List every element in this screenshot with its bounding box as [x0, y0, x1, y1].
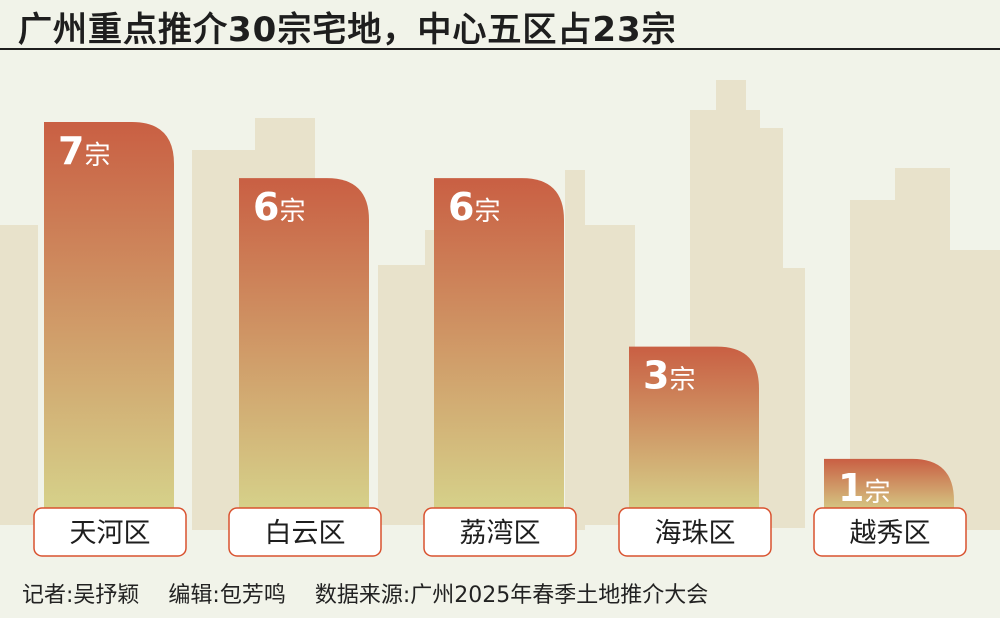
skyline-building	[716, 80, 746, 120]
bar-越秀区	[824, 458, 954, 515]
data-source: 数据来源:广州2025年春季土地推介大会	[314, 583, 709, 608]
category-labels-group: 天河区 白云区 荔湾区 海珠区 越秀区	[33, 507, 967, 557]
category-label-box	[228, 507, 382, 557]
category-label: 越秀区	[850, 518, 931, 549]
reporter-credit: 记者:吴抒颖	[22, 583, 140, 608]
chart-title: 广州重点推介30宗宅地，中心五区占23宗	[18, 10, 677, 50]
editor-credit: 编辑:包芳鸣	[168, 583, 286, 608]
category-label: 荔湾区	[460, 518, 541, 549]
value-label: 1宗	[838, 466, 890, 510]
value-label: 6宗	[253, 185, 305, 229]
bars-group	[44, 122, 954, 515]
bar-天河区	[44, 122, 174, 515]
skyline-building	[780, 268, 805, 528]
category-label-box	[423, 507, 577, 557]
bar-荔湾区	[434, 178, 564, 515]
skyline-building	[378, 265, 430, 525]
category-label-box	[33, 507, 187, 557]
value-labels-group: 7宗 6宗 6宗 3宗 1宗	[58, 129, 890, 510]
value-label: 3宗	[643, 354, 695, 398]
bar-白云区	[239, 178, 369, 515]
category-label: 白云区	[265, 518, 346, 549]
value-label: 7宗	[58, 129, 110, 173]
title-underline	[0, 48, 1000, 50]
value-label: 6宗	[448, 185, 500, 229]
bar-海珠区	[629, 346, 759, 515]
category-label-box	[618, 507, 772, 557]
skyline-building	[0, 225, 38, 525]
skyline-building	[575, 225, 635, 525]
category-label: 海珠区	[655, 518, 736, 549]
credits-footer: 记者:吴抒颖 编辑:包芳鸣 数据来源:广州2025年春季土地推介大会	[22, 577, 730, 609]
category-label: 天河区	[70, 518, 151, 549]
category-label-box	[813, 507, 967, 557]
